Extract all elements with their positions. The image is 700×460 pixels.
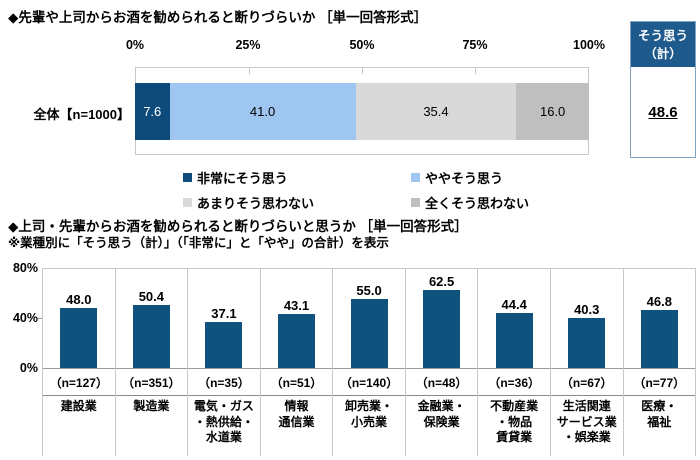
sample-size: （n=77）	[623, 369, 696, 396]
bar	[568, 317, 606, 368]
industry-bar-chart: 48.0 （n=127） 建設業 50.4 （n=351） 製造業 37.1 （…	[42, 268, 697, 456]
legend-label: あまりそう思わない	[197, 195, 315, 211]
bar-cell: 37.1	[188, 269, 260, 369]
industry-column-manufacturing: 50.4 （n=351） 製造業	[114, 269, 188, 456]
bar	[350, 299, 388, 368]
y-axis-tickmark-40	[38, 318, 42, 319]
bar-cell: 46.8	[623, 269, 696, 369]
y-axis-tick-80: 80%	[12, 261, 38, 275]
bar	[640, 309, 678, 368]
sample-size: （n=48）	[405, 369, 478, 396]
x-axis-tick-100: 100%	[573, 38, 605, 52]
legend-item-strongly-disagree: 全くそう思わない	[411, 195, 530, 211]
bar	[277, 314, 315, 368]
industry-name: 生活関連 サービス業 ・娯楽業	[556, 399, 617, 445]
legend-label: 非常にそう思う	[197, 170, 288, 186]
agree-total-box: そう思う （計） 48.6	[630, 21, 696, 158]
x-axis-tick-50: 50%	[349, 38, 375, 52]
agree-total-box-body: 48.6	[631, 67, 695, 157]
segment-value: 41.0	[249, 104, 276, 119]
bar-value: 50.4	[138, 289, 164, 304]
section2-title: ◆上司・先輩からお酒を勧められると断りづらいと思うか ［単一回答形式］	[8, 219, 468, 234]
y-axis-tick-40: 40%	[12, 311, 38, 325]
industry-column-utilities: 37.1 （n=35） 電気・ガス ・熱供給・ 水道業	[187, 269, 260, 456]
industry-column-construction: 48.0 （n=127） 建設業	[42, 269, 115, 456]
segment-value: 35.4	[423, 104, 449, 119]
bar	[495, 312, 533, 368]
x-axis-tick-25: 25%	[235, 38, 261, 52]
bar-value: 62.5	[428, 273, 455, 289]
x-axis-tick-75: 75%	[462, 38, 488, 52]
sample-size: （n=351）	[115, 369, 188, 396]
gridline-tick-75	[475, 68, 476, 74]
bar-value: 43.1	[283, 298, 310, 314]
bar-cell: 48.0	[43, 269, 115, 369]
sample-size: （n=67）	[550, 369, 623, 396]
segment-strongly-disagree: 16.0	[516, 83, 589, 140]
bar-value: 55.0	[356, 283, 382, 299]
x-axis-tick-0: 0%	[125, 38, 145, 52]
bar	[60, 308, 98, 368]
industry-name: 電気・ガス ・熱供給・ 水道業	[193, 399, 254, 445]
industry-column-real-estate-leasing: 44.4 （n=36） 不動産業 ・物品 賃貸業	[477, 269, 550, 456]
legend-item-somewhat-agree: ややそう思う	[411, 170, 504, 186]
industry-name: 情報 通信業	[278, 399, 315, 429]
bar-cell: 43.1	[260, 269, 333, 369]
bar-value: 48.0	[66, 292, 92, 307]
legend-item-somewhat-disagree: あまりそう思わない	[183, 195, 315, 211]
industry-name: 不動産業 ・物品 賃貸業	[490, 399, 539, 445]
bar	[423, 289, 461, 368]
bar-value: 44.4	[501, 296, 527, 312]
bar-value: 40.3	[574, 301, 600, 317]
gridline-tick-25	[249, 68, 250, 74]
legend-label: 全くそう思わない	[425, 195, 530, 211]
bar-cell: 50.4	[115, 269, 188, 369]
industry-name: 医療・ 福祉	[641, 399, 678, 429]
sample-size: （n=51）	[260, 369, 333, 396]
sample-size: （n=140）	[333, 369, 405, 396]
bar	[205, 321, 243, 368]
legend-swatch-somewhat-disagree	[183, 197, 192, 207]
agree-total-box-header: そう思う （計）	[631, 22, 695, 67]
bar-value: 37.1	[211, 305, 237, 321]
segment-value: 7.6	[143, 104, 162, 119]
industry-column-it-communications: 43.1 （n=51） 情報 通信業	[259, 269, 333, 456]
bar	[132, 305, 170, 368]
bar-value: 46.8	[646, 293, 672, 309]
segment-strongly-agree: 7.6	[135, 83, 170, 140]
industry-name: 建設業	[60, 399, 97, 413]
sample-size: （n=36）	[478, 369, 550, 396]
industry-name: 金融業・ 保険業	[417, 399, 466, 429]
industry-name: 卸売業・ 小売業	[345, 399, 394, 429]
legend-swatch-somewhat-agree	[411, 172, 420, 182]
agree-total-title-line2: （計）	[644, 47, 682, 62]
row-label-total: 全体【n=1000】	[33, 107, 130, 122]
bar-cell: 55.0	[333, 269, 405, 369]
industry-column-medical-welfare: 46.8 （n=77） 医療・ 福祉	[622, 269, 697, 456]
sample-size: （n=35）	[188, 369, 260, 396]
segment-somewhat-agree: 41.0	[169, 83, 356, 140]
bar-cell: 62.5	[405, 269, 478, 369]
sample-size: （n=127）	[43, 369, 115, 396]
stacked-bar: 7.6 41.0 35.4 16.0	[135, 83, 589, 140]
legend-label: ややそう思う	[425, 170, 504, 186]
segment-value: 16.0	[539, 104, 566, 119]
bar-cell: 44.4	[478, 269, 550, 369]
legend-swatch-strongly-disagree	[411, 197, 420, 207]
legend-swatch-strongly-agree	[183, 172, 192, 182]
industry-name: 製造業	[133, 399, 170, 413]
industry-column-lifestyle-entertainment: 40.3 （n=67） 生活関連 サービス業 ・娯楽業	[549, 269, 623, 456]
segment-somewhat-disagree: 35.4	[355, 83, 517, 140]
agree-total-value: 48.6	[648, 103, 678, 121]
y-axis-tick-0: 0%	[19, 361, 38, 375]
industry-column-wholesale-retail: 55.0 （n=140） 卸売業・ 小売業	[332, 269, 405, 456]
bar-cell: 40.3	[550, 269, 623, 369]
section1-title: ◆先輩や上司からお酒を勧められると断りづらいか ［単一回答形式］	[8, 10, 428, 25]
agree-total-title-line1: そう思う	[637, 29, 688, 43]
industry-column-finance-insurance: 62.5 （n=48） 金融業・ 保険業	[404, 269, 478, 456]
legend-item-strongly-agree: 非常にそう思う	[183, 170, 288, 186]
section2-note: ※業種別に「そう思う（計）」（「非常に」と「やや」の合計）を表示	[8, 236, 389, 250]
gridline-tick-50	[362, 68, 363, 74]
